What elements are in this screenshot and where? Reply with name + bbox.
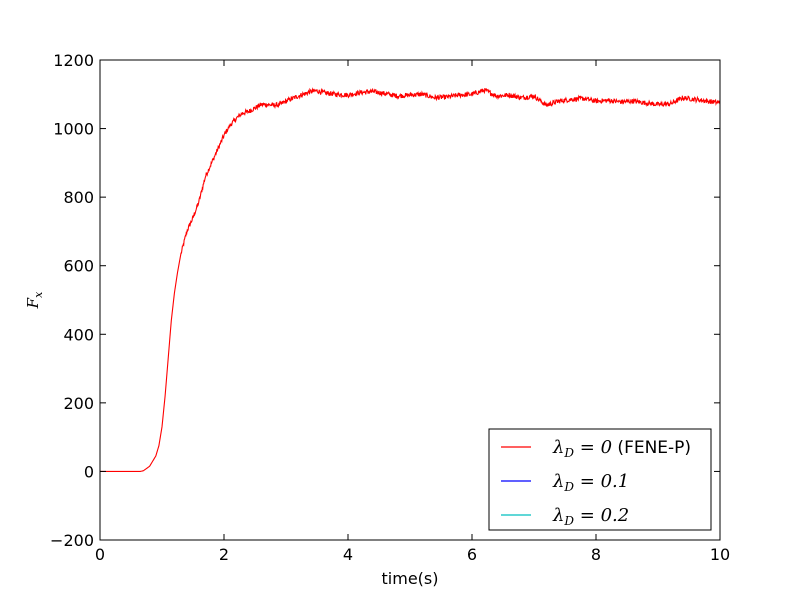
plot-frame	[99, 59, 721, 541]
y-tick-label: 200	[63, 394, 94, 413]
y-tick-label: 0	[84, 462, 94, 481]
series-line-0	[100, 87, 720, 472]
x-tick-label: 6	[467, 545, 477, 564]
y-tick-label: 1000	[53, 120, 94, 139]
x-tick-label: 8	[591, 545, 601, 564]
y-tick-label: −200	[50, 531, 94, 550]
x-tick-label: 10	[710, 545, 730, 564]
y-tick-label: 600	[63, 257, 94, 276]
y-tick-label: 400	[63, 325, 94, 344]
plot-area	[100, 87, 720, 472]
x-axis-label: time(s)	[382, 569, 439, 588]
x-tick-label: 4	[343, 545, 353, 564]
y-axis-label: Fx	[24, 291, 45, 309]
y-tick-label: 1200	[53, 51, 94, 70]
x-tick-label: 0	[95, 545, 105, 564]
legend: λD = 0 (FENE-P) λD = 0.1 λD = 0.2	[488, 428, 712, 531]
legend-label-1: λD = 0.1	[552, 471, 629, 494]
legend-label-0: λD = 0 (FENE-P)	[552, 437, 691, 460]
y-tick-label: 800	[63, 188, 94, 207]
y-axis-label-subscript: x	[32, 291, 45, 298]
legend-box	[488, 428, 712, 531]
x-tick-label: 2	[219, 545, 229, 564]
y-axis-label-main: F	[24, 297, 42, 309]
legend-label-2: λD = 0.2	[552, 505, 629, 528]
